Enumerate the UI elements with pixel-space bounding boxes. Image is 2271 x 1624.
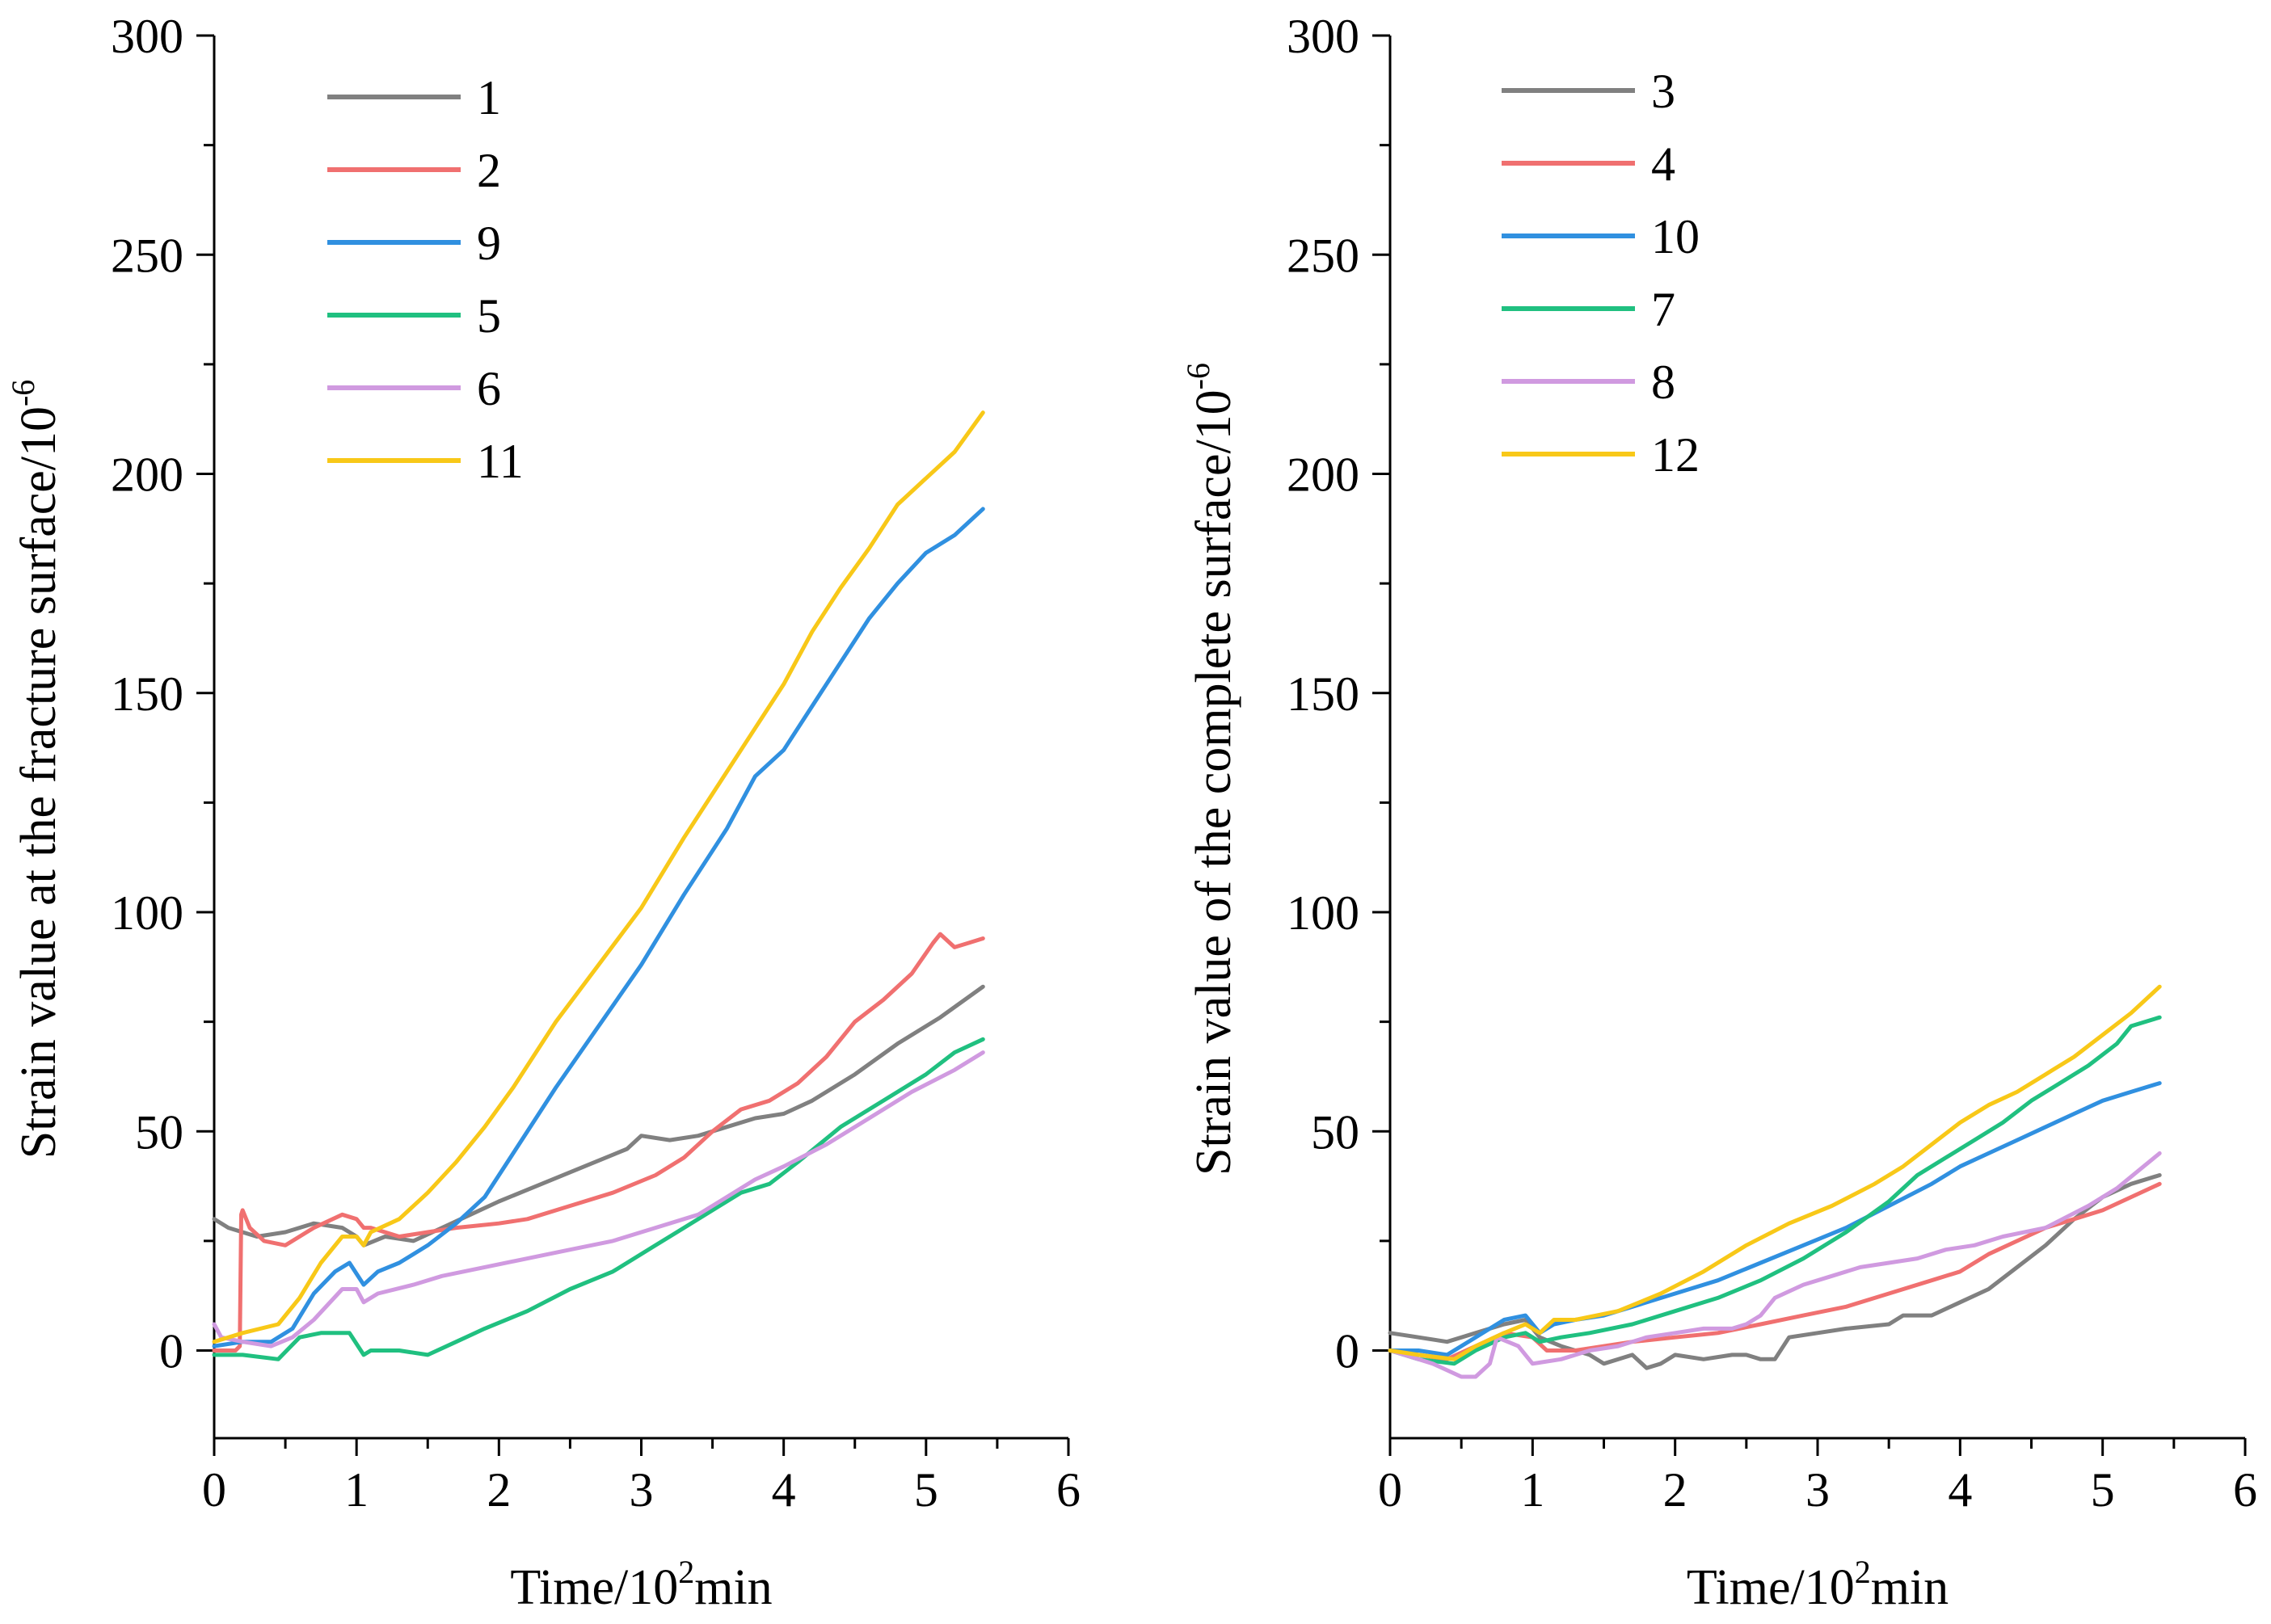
y-axis-title-main: Strain value of the complete surface/10	[1186, 389, 1241, 1176]
y-axis-title-superscript: -6	[5, 380, 41, 406]
y-tick-label: 200	[111, 448, 183, 502]
series-line-2	[212, 932, 985, 1353]
legend-label-12: 12	[1651, 428, 1700, 482]
x-tick-label: 1	[1520, 1463, 1544, 1517]
x-axis-title-main: Time/10	[1687, 1560, 1855, 1615]
y-axis-title: Strain value of the complete surface/10-…	[1180, 363, 1241, 1176]
legend-label-7: 7	[1651, 283, 1675, 336]
y-axis-title: Strain value at the fracture surface/10-…	[5, 380, 66, 1159]
series-line-11	[212, 410, 985, 1344]
right-chart-panel: 0 1 2 3 4 5 6050100150200250300Time/102minStra…	[1180, 10, 2257, 1615]
series-line-12	[1388, 984, 2162, 1361]
series-line-7	[1388, 1015, 2162, 1366]
y-tick-label: 100	[1287, 886, 1359, 940]
legend-label-11: 11	[477, 435, 524, 488]
y-axis-title-main: Strain value at the fracture surface/10	[11, 406, 66, 1159]
legend-label-6: 6	[477, 362, 501, 415]
x-tick-label: 0	[1378, 1463, 1402, 1517]
y-tick-label: 300	[111, 10, 183, 63]
y-tick-label: 50	[135, 1105, 183, 1159]
x-tick-label: 2	[1663, 1463, 1687, 1517]
x-tick-label: 5	[914, 1463, 938, 1517]
x-tick-label: 5	[2091, 1463, 2115, 1517]
x-tick-label: 4	[1948, 1463, 1972, 1517]
x-tick-label: 3	[630, 1463, 654, 1517]
x-axis-title-superscript: 2	[678, 1554, 694, 1590]
x-tick-label: 0	[202, 1463, 226, 1517]
series-line-8	[1388, 1151, 2162, 1379]
y-tick-label: 0	[159, 1325, 183, 1378]
y-axis-title-superscript: -6	[1180, 363, 1216, 389]
y-tick-label: 100	[111, 886, 183, 940]
legend-label-10: 10	[1651, 210, 1700, 263]
series-line-9	[212, 507, 985, 1348]
x-tick-label: 3	[1805, 1463, 1830, 1517]
y-tick-label: 150	[1287, 667, 1359, 721]
left-chart-panel: 0 1 2 3 4 5 6050100150200250300Time/102minStra…	[5, 10, 1081, 1615]
x-tick-label: 4	[772, 1463, 796, 1517]
legend-label-9: 9	[477, 217, 501, 270]
y-tick-label: 200	[1287, 448, 1359, 502]
legend-label-4: 4	[1651, 137, 1675, 191]
x-axis-title-superscript: 2	[1855, 1554, 1871, 1590]
x-tick-label: 6	[2233, 1463, 2257, 1517]
series-line-10	[1388, 1081, 2162, 1357]
legend-label-8: 8	[1651, 356, 1675, 409]
x-axis-title-main: Time/10	[510, 1560, 678, 1615]
y-tick-label: 0	[1335, 1325, 1359, 1378]
legend-label-5: 5	[477, 289, 501, 343]
legend-label-3: 3	[1651, 65, 1675, 118]
x-tick-label: 2	[487, 1463, 511, 1517]
series-line-5	[212, 1037, 985, 1361]
y-tick-label: 300	[1287, 10, 1359, 63]
series-line-6	[212, 1050, 985, 1348]
x-tick-label: 1	[344, 1463, 369, 1517]
legend-label-1: 1	[477, 71, 501, 124]
x-axis-title: Time/102min	[1687, 1554, 1949, 1615]
x-tick-label: 6	[1056, 1463, 1081, 1517]
y-tick-label: 150	[111, 667, 183, 721]
legend-label-2: 2	[477, 144, 501, 197]
x-axis-title: Time/102min	[510, 1554, 772, 1615]
y-tick-label: 250	[111, 229, 183, 282]
y-tick-label: 50	[1311, 1105, 1359, 1159]
y-tick-label: 250	[1287, 229, 1359, 282]
x-axis-title-unit: min	[694, 1560, 772, 1615]
x-axis-title-unit: min	[1871, 1560, 1949, 1615]
